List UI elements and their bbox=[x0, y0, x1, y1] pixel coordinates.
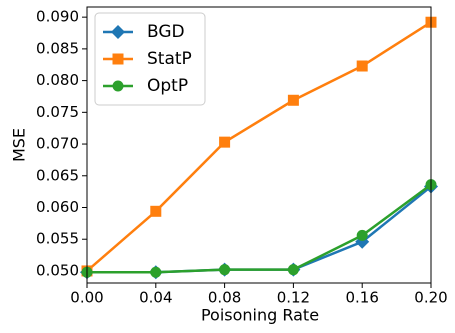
legend-label: OptP bbox=[147, 76, 188, 96]
y-tick-label: 0.075 bbox=[36, 103, 79, 121]
legend-label: StatP bbox=[147, 49, 192, 69]
y-tick-label: 0.050 bbox=[36, 261, 79, 279]
marker bbox=[150, 205, 162, 217]
y-tick-label: 0.065 bbox=[36, 166, 79, 184]
marker bbox=[287, 94, 299, 106]
marker bbox=[356, 229, 368, 241]
y-axis-label: MSE bbox=[10, 128, 29, 162]
plot-frame bbox=[86, 6, 432, 284]
x-tick-label: 0.20 bbox=[414, 289, 447, 307]
legend-marker bbox=[111, 25, 125, 39]
marker bbox=[150, 266, 162, 278]
y-tick-label: 0.090 bbox=[36, 8, 79, 26]
x-tick-label: 0.12 bbox=[277, 289, 310, 307]
y-tick-label: 0.055 bbox=[36, 230, 79, 248]
series-line bbox=[87, 183, 432, 274]
legend-box bbox=[94, 12, 206, 106]
x-tick-label: 0.16 bbox=[345, 289, 378, 307]
marker bbox=[219, 136, 231, 148]
x-tick-label: 0.04 bbox=[139, 289, 172, 307]
y-tick-label: 0.060 bbox=[36, 198, 79, 216]
y-tick-label: 0.080 bbox=[36, 71, 79, 89]
x-tick-label: 0.00 bbox=[70, 289, 103, 307]
marker bbox=[219, 264, 231, 276]
marker bbox=[356, 60, 368, 72]
series-line bbox=[86, 21, 432, 272]
legend-label: BGD bbox=[147, 22, 185, 42]
legend-marker bbox=[112, 53, 124, 65]
x-tick-label: 0.08 bbox=[208, 289, 241, 307]
x-axis-label: Poisoning Rate bbox=[201, 306, 319, 325]
series-line bbox=[87, 185, 432, 274]
marker bbox=[287, 264, 299, 276]
legend-marker bbox=[112, 80, 124, 92]
y-tick-label: 0.085 bbox=[36, 39, 79, 57]
y-tick-label: 0.070 bbox=[36, 135, 79, 153]
